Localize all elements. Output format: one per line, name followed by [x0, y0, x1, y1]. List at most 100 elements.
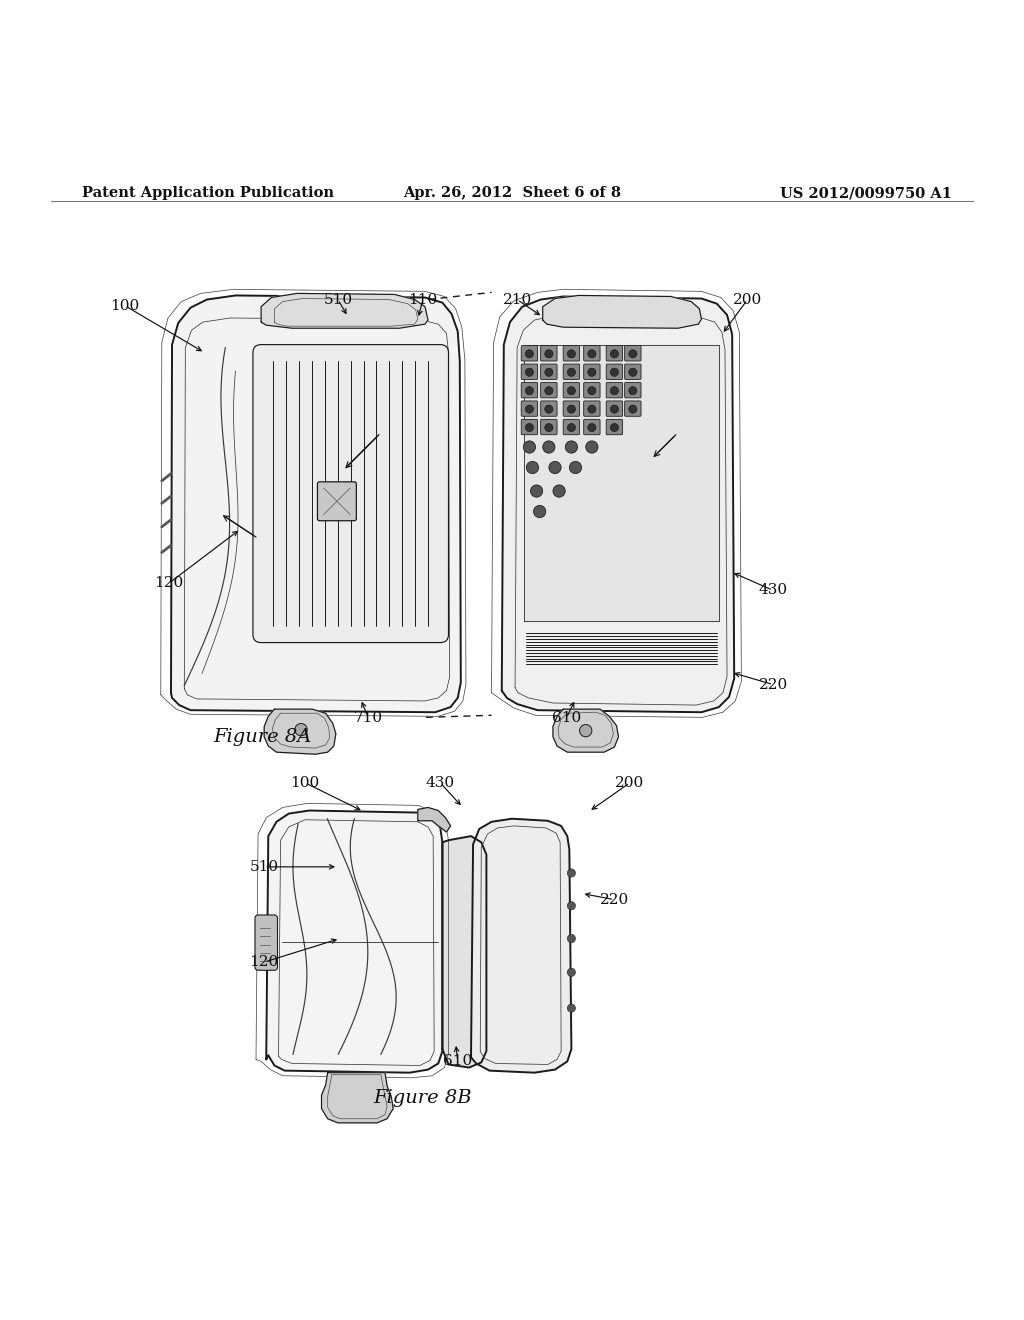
Circle shape: [567, 350, 575, 358]
Polygon shape: [553, 709, 618, 752]
Circle shape: [567, 969, 575, 977]
Text: 610: 610: [443, 1055, 472, 1068]
Circle shape: [610, 350, 618, 358]
FancyBboxPatch shape: [563, 383, 580, 397]
Circle shape: [295, 723, 307, 735]
Circle shape: [530, 484, 543, 498]
Text: Apr. 26, 2012  Sheet 6 of 8: Apr. 26, 2012 Sheet 6 of 8: [403, 186, 621, 201]
Text: 110: 110: [409, 293, 437, 306]
Circle shape: [629, 387, 637, 395]
Circle shape: [567, 368, 575, 376]
Circle shape: [545, 387, 553, 395]
Text: 200: 200: [615, 776, 644, 789]
FancyBboxPatch shape: [521, 346, 538, 360]
FancyBboxPatch shape: [606, 420, 623, 434]
Text: 220: 220: [600, 892, 629, 907]
Text: Figure 8B: Figure 8B: [374, 1089, 472, 1107]
Text: 510: 510: [324, 293, 352, 306]
FancyBboxPatch shape: [521, 420, 538, 434]
Text: 430: 430: [426, 776, 455, 789]
Circle shape: [567, 935, 575, 942]
Text: US 2012/0099750 A1: US 2012/0099750 A1: [780, 186, 952, 201]
Circle shape: [534, 506, 546, 517]
Polygon shape: [261, 293, 428, 329]
Circle shape: [588, 350, 596, 358]
Circle shape: [545, 350, 553, 358]
Text: Figure 8A: Figure 8A: [213, 727, 311, 746]
Circle shape: [545, 424, 553, 432]
Circle shape: [588, 387, 596, 395]
FancyBboxPatch shape: [563, 364, 580, 379]
Circle shape: [567, 405, 575, 413]
Circle shape: [588, 368, 596, 376]
FancyBboxPatch shape: [625, 401, 641, 416]
FancyBboxPatch shape: [521, 364, 538, 379]
Circle shape: [629, 405, 637, 413]
Polygon shape: [171, 296, 461, 713]
FancyBboxPatch shape: [625, 383, 641, 397]
Circle shape: [629, 350, 637, 358]
Circle shape: [567, 869, 575, 876]
FancyBboxPatch shape: [584, 401, 600, 416]
Circle shape: [565, 441, 578, 453]
Circle shape: [523, 441, 536, 453]
FancyBboxPatch shape: [606, 401, 623, 416]
Circle shape: [525, 368, 534, 376]
Polygon shape: [543, 296, 701, 329]
Text: 210: 210: [503, 293, 531, 306]
Polygon shape: [266, 810, 442, 1073]
Text: 710: 710: [354, 711, 383, 726]
Polygon shape: [322, 1073, 393, 1123]
FancyBboxPatch shape: [563, 420, 580, 434]
FancyBboxPatch shape: [541, 420, 557, 434]
Circle shape: [543, 441, 555, 453]
FancyBboxPatch shape: [625, 364, 641, 379]
FancyBboxPatch shape: [563, 346, 580, 360]
Polygon shape: [471, 818, 571, 1073]
Text: 100: 100: [291, 776, 319, 789]
FancyBboxPatch shape: [255, 915, 278, 970]
Circle shape: [545, 368, 553, 376]
Circle shape: [586, 441, 598, 453]
FancyBboxPatch shape: [541, 364, 557, 379]
Circle shape: [525, 350, 534, 358]
Polygon shape: [264, 709, 336, 754]
FancyBboxPatch shape: [606, 383, 623, 397]
FancyBboxPatch shape: [606, 346, 623, 360]
Text: 510: 510: [250, 859, 279, 874]
Circle shape: [525, 405, 534, 413]
Circle shape: [588, 424, 596, 432]
Circle shape: [588, 405, 596, 413]
Circle shape: [569, 462, 582, 474]
Circle shape: [629, 368, 637, 376]
Circle shape: [553, 484, 565, 498]
FancyBboxPatch shape: [317, 482, 356, 520]
Text: 120: 120: [250, 956, 279, 969]
Circle shape: [610, 387, 618, 395]
Polygon shape: [524, 345, 719, 622]
Circle shape: [545, 405, 553, 413]
Text: 220: 220: [759, 677, 787, 692]
Circle shape: [549, 462, 561, 474]
Circle shape: [567, 387, 575, 395]
Polygon shape: [442, 836, 486, 1068]
FancyBboxPatch shape: [606, 364, 623, 379]
Text: 100: 100: [111, 298, 139, 313]
Circle shape: [525, 387, 534, 395]
Text: 120: 120: [155, 577, 183, 590]
Circle shape: [610, 405, 618, 413]
FancyBboxPatch shape: [541, 401, 557, 416]
FancyBboxPatch shape: [584, 346, 600, 360]
Text: Patent Application Publication: Patent Application Publication: [82, 186, 334, 201]
Circle shape: [610, 424, 618, 432]
FancyBboxPatch shape: [521, 383, 538, 397]
Circle shape: [567, 424, 575, 432]
FancyBboxPatch shape: [541, 383, 557, 397]
FancyBboxPatch shape: [563, 401, 580, 416]
Circle shape: [580, 725, 592, 737]
FancyBboxPatch shape: [541, 346, 557, 360]
Circle shape: [610, 368, 618, 376]
Circle shape: [526, 462, 539, 474]
FancyBboxPatch shape: [584, 383, 600, 397]
Circle shape: [567, 902, 575, 909]
